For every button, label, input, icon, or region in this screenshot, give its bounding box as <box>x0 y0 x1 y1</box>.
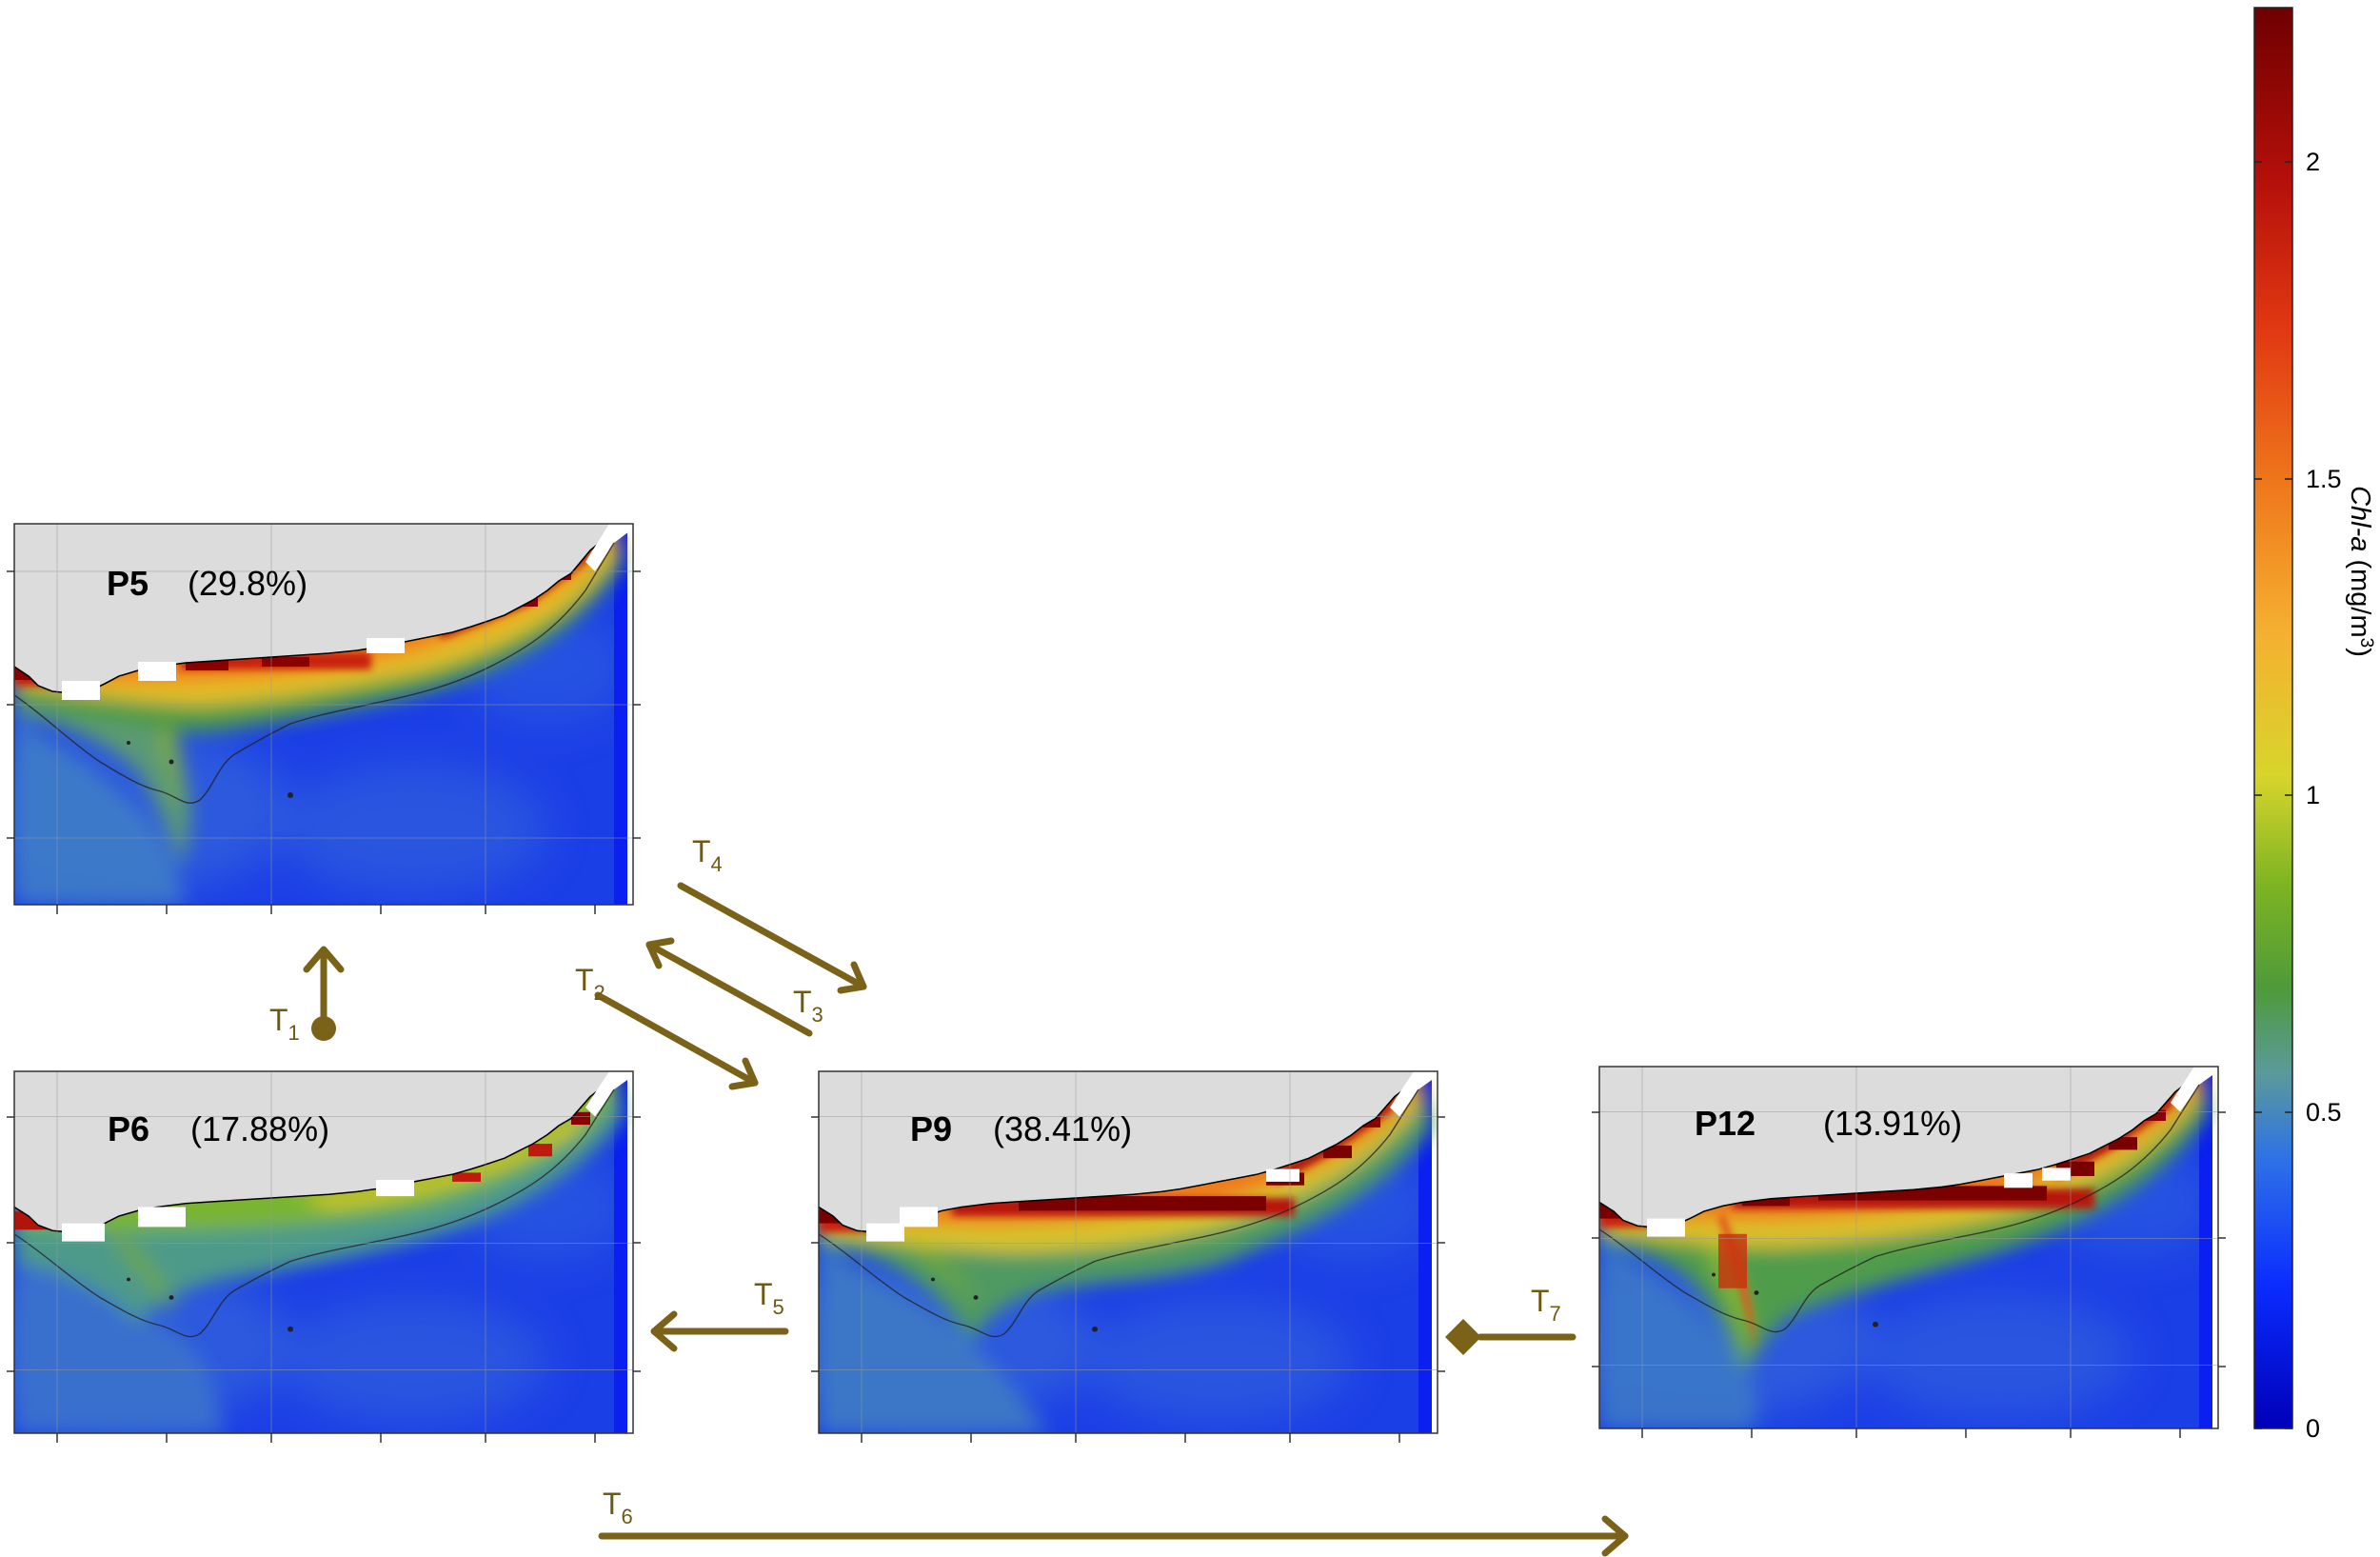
panel-label: P9 <box>910 1109 952 1148</box>
panel-p5: P5 (29.8%) <box>7 523 641 914</box>
panel-percent: (29.8%) <box>188 564 307 603</box>
colorbar-tick-label: 2 <box>2306 148 2320 176</box>
colorbar-tick-label: 1.5 <box>2306 465 2342 493</box>
panel-percent: (38.41%) <box>993 1109 1132 1148</box>
panel-p6: P6 (17.88%) <box>7 1070 641 1443</box>
panel-p12: P12 (13.91%) <box>1592 1066 2226 1438</box>
arrow-t2 <box>594 991 759 1090</box>
arrow-t7 <box>1445 1319 1577 1355</box>
transition-labels: T1 T2 T3 T4 T5 T6 T7 <box>269 834 1561 1528</box>
transition-label-t7: T7 <box>1531 1284 1561 1326</box>
transition-label-t1: T1 <box>269 1003 300 1045</box>
arrow-t6 <box>598 1515 1629 1557</box>
transition-label-t6: T6 <box>603 1487 633 1528</box>
transition-arrows <box>303 882 1629 1557</box>
transition-label-t2: T2 <box>575 963 605 1005</box>
panel-p9: P9 (38.41%) <box>811 1070 1445 1443</box>
colorbar-tick-label: 0.5 <box>2306 1098 2342 1127</box>
colorbar-ticks: 0 0.5 1 1.5 2 <box>2254 148 2342 1443</box>
panel-label: P5 <box>107 564 149 603</box>
arrow-t5 <box>650 1310 789 1352</box>
arrow-t4 <box>677 882 867 994</box>
transition-label-t4: T4 <box>692 834 723 876</box>
panel-label: P6 <box>108 1109 149 1148</box>
arrow-t1 <box>303 946 345 1041</box>
colorbar-gradient <box>2253 7 2293 1429</box>
transition-label-t5: T5 <box>754 1277 784 1319</box>
arrow-t3 <box>645 937 813 1037</box>
colorbar-tick-label: 1 <box>2306 781 2320 809</box>
colorbar: 0 0.5 1 1.5 2 Chl-a (mg/m3) <box>2253 7 2377 1443</box>
colorbar-title: Chl-a (mg/m3) <box>2345 486 2377 657</box>
transition-label-t3: T3 <box>793 985 823 1027</box>
panel-percent: (13.91%) <box>1823 1104 1962 1143</box>
panel-percent: (17.88%) <box>190 1109 329 1148</box>
panel-label: P12 <box>1695 1104 1755 1143</box>
colorbar-tick-label: 0 <box>2306 1414 2320 1443</box>
